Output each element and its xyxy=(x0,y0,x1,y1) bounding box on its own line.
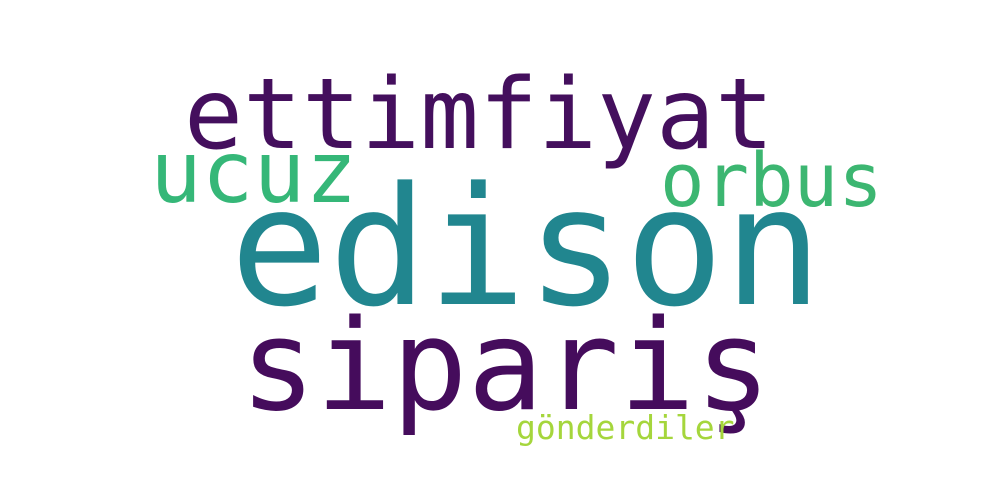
word-orbus: orbus xyxy=(660,138,883,224)
word-edison: edison xyxy=(230,152,823,343)
word-gonderdiler: gönderdiler xyxy=(516,408,735,447)
word-ettimfiyat: ettimfiyat xyxy=(184,58,775,172)
word-siparis: sipariş xyxy=(240,292,772,439)
word-ucuz: ucuz xyxy=(150,123,358,223)
